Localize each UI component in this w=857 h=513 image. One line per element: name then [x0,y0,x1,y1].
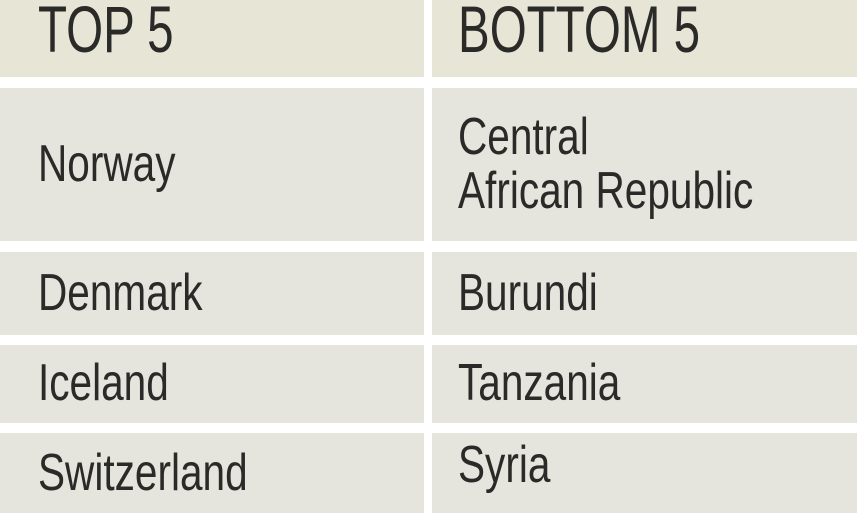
table-cell-top: Norway [0,88,424,241]
country-name: Central African Republic [458,108,754,220]
country-name: Norway [38,134,176,193]
header-bottom5: BOTTOM 5 [432,0,857,77]
country-name: Denmark [38,263,203,322]
country-name: Iceland [38,354,169,413]
country-name: Tanzania [458,354,621,413]
header-label: TOP 5 [38,0,174,66]
table-cell-bottom: Central African Republic [432,88,857,241]
header-top5: TOP 5 [0,0,424,77]
table-cell-top: Denmark [0,252,424,335]
table-cell-bottom: Burundi [432,252,857,335]
country-name: Syria [458,436,551,494]
table-cell-bottom: Syria [432,433,857,513]
country-name: Burundi [458,263,598,322]
table-cell-top: Iceland [0,345,424,423]
table-cell-top: Switzerland [0,433,424,513]
table-cell-bottom: Tanzania [432,345,857,423]
country-name: Switzerland [38,444,248,502]
header-label: BOTTOM 5 [458,0,701,66]
